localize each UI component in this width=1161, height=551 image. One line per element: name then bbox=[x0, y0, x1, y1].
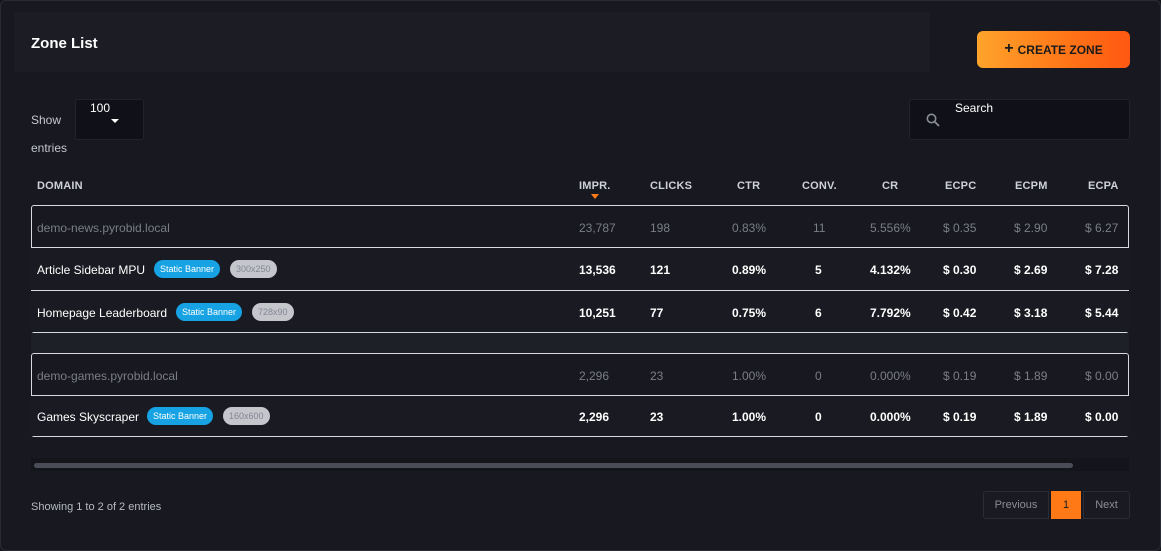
scrollbar-thumb[interactable] bbox=[34, 463, 1073, 468]
zone-type-badge: Static Banner bbox=[147, 407, 214, 425]
ecpa-value: $ 6.27 bbox=[1085, 221, 1119, 235]
zone-name: Article Sidebar MPU bbox=[37, 263, 146, 277]
plus-icon: + bbox=[1004, 39, 1014, 57]
ecpc-value: $ 0.30 bbox=[943, 263, 977, 277]
ecpa-value: $ 5.44 bbox=[1085, 306, 1119, 320]
conversions-value: 0 bbox=[815, 369, 822, 383]
cr-value: 5.556% bbox=[870, 221, 911, 235]
column-header-ecpm[interactable]: ECPM bbox=[1015, 180, 1048, 192]
show-label: Show bbox=[31, 113, 62, 127]
conversions-value: 11 bbox=[813, 221, 826, 235]
ecpc-value: $ 0.19 bbox=[943, 369, 977, 383]
sort-descending-icon bbox=[591, 194, 599, 199]
ctr-value: 1.00% bbox=[732, 369, 767, 383]
search-icon bbox=[926, 113, 940, 127]
column-header-cr[interactable]: CR bbox=[882, 180, 899, 192]
entries-label: entries bbox=[31, 141, 68, 155]
impressions-value: 13,536 bbox=[579, 263, 616, 277]
column-header-clicks[interactable]: CLICKS bbox=[650, 180, 693, 192]
page-length-value: 100 bbox=[90, 101, 111, 115]
clicks-value: 77 bbox=[650, 306, 664, 320]
cr-value: 0.000% bbox=[870, 369, 911, 383]
previous-page-button[interactable]: Previous bbox=[983, 491, 1049, 519]
ecpm-value: $ 2.69 bbox=[1014, 263, 1048, 277]
table-info: Showing 1 to 2 of 2 entries bbox=[31, 501, 162, 513]
domain-row[interactable]: demo-news.pyrobid.local 23,787 198 0.83%… bbox=[31, 206, 1129, 247]
domain-row[interactable]: demo-games.pyrobid.local 2,296 23 1.00% … bbox=[31, 354, 1129, 395]
ctr-value: 0.75% bbox=[732, 306, 767, 320]
page-title: Zone List bbox=[31, 35, 98, 52]
impressions-value: 2,296 bbox=[579, 369, 610, 383]
conversions-value: 6 bbox=[815, 306, 822, 320]
caret-down-icon bbox=[111, 119, 119, 123]
clicks-value: 23 bbox=[650, 410, 664, 424]
clicks-value: 198 bbox=[650, 221, 671, 235]
ecpm-value: $ 3.18 bbox=[1014, 306, 1048, 320]
zone-row[interactable]: Article Sidebar MPU Static Banner 300x25… bbox=[31, 247, 1129, 290]
zone-name: Games Skyscraper bbox=[37, 410, 140, 424]
column-header-domain[interactable]: DOMAIN bbox=[37, 180, 83, 192]
zone-size-badge: 728x90 bbox=[252, 303, 294, 321]
create-zone-label: CREATE ZONE bbox=[1017, 42, 1103, 57]
page-1-button[interactable]: 1 bbox=[1051, 491, 1081, 519]
zone-size-badge: 300x250 bbox=[230, 260, 277, 278]
ctr-value: 0.83% bbox=[732, 221, 767, 235]
ctr-value: 0.89% bbox=[732, 263, 767, 277]
domain-name: demo-games.pyrobid.local bbox=[37, 369, 178, 383]
cr-value: 7.792% bbox=[870, 306, 911, 320]
ecpa-value: $ 7.28 bbox=[1085, 263, 1119, 277]
page-length-select[interactable]: 100 bbox=[75, 99, 144, 140]
next-page-button[interactable]: Next bbox=[1083, 491, 1130, 519]
column-header-ctr[interactable]: CTR bbox=[737, 180, 761, 192]
header-panel bbox=[14, 12, 930, 72]
ecpa-value: $ 0.00 bbox=[1085, 369, 1119, 383]
domain-name: demo-news.pyrobid.local bbox=[37, 221, 170, 235]
ecpm-value: $ 1.89 bbox=[1014, 410, 1048, 424]
impressions-value: 10,251 bbox=[579, 306, 616, 320]
create-zone-button[interactable]: + CREATE ZONE bbox=[977, 31, 1130, 68]
impressions-value: 23,787 bbox=[579, 221, 616, 235]
search-input[interactable]: Search bbox=[909, 99, 1130, 140]
cr-value: 4.132% bbox=[870, 263, 911, 277]
ecpc-value: $ 0.42 bbox=[943, 306, 977, 320]
conversions-value: 0 bbox=[815, 410, 822, 424]
column-header-ecpa[interactable]: ECPA bbox=[1088, 180, 1119, 192]
ecpa-value: $ 0.00 bbox=[1085, 410, 1119, 424]
zone-name: Homepage Leaderboard bbox=[37, 306, 168, 320]
ecpm-value: $ 1.89 bbox=[1014, 369, 1048, 383]
zone-size-badge: 160x600 bbox=[223, 407, 270, 425]
cr-value: 0.000% bbox=[870, 410, 911, 424]
impressions-value: 2,296 bbox=[579, 410, 610, 424]
group-spacer bbox=[31, 333, 1129, 353]
zone-row[interactable]: Homepage Leaderboard Static Banner 728x9… bbox=[31, 290, 1129, 332]
search-label: Search bbox=[955, 101, 994, 115]
ctr-value: 1.00% bbox=[732, 410, 767, 424]
ecpc-value: $ 0.35 bbox=[943, 221, 977, 235]
horizontal-scrollbar[interactable] bbox=[31, 458, 1129, 471]
clicks-value: 23 bbox=[650, 369, 664, 383]
column-header-impressions[interactable]: IMPR. bbox=[579, 180, 611, 192]
column-header-ecpc[interactable]: ECPC bbox=[945, 180, 977, 192]
zone-type-badge: Static Banner bbox=[154, 260, 221, 278]
ecpm-value: $ 2.90 bbox=[1014, 221, 1048, 235]
clicks-value: 121 bbox=[650, 263, 671, 277]
zone-row[interactable]: Games Skyscraper Static Banner 160x600 2… bbox=[31, 395, 1129, 436]
column-header-conversions[interactable]: CONV. bbox=[802, 180, 837, 192]
ecpc-value: $ 0.19 bbox=[943, 410, 977, 424]
conversions-value: 5 bbox=[815, 263, 822, 277]
zone-type-badge: Static Banner bbox=[176, 303, 243, 321]
